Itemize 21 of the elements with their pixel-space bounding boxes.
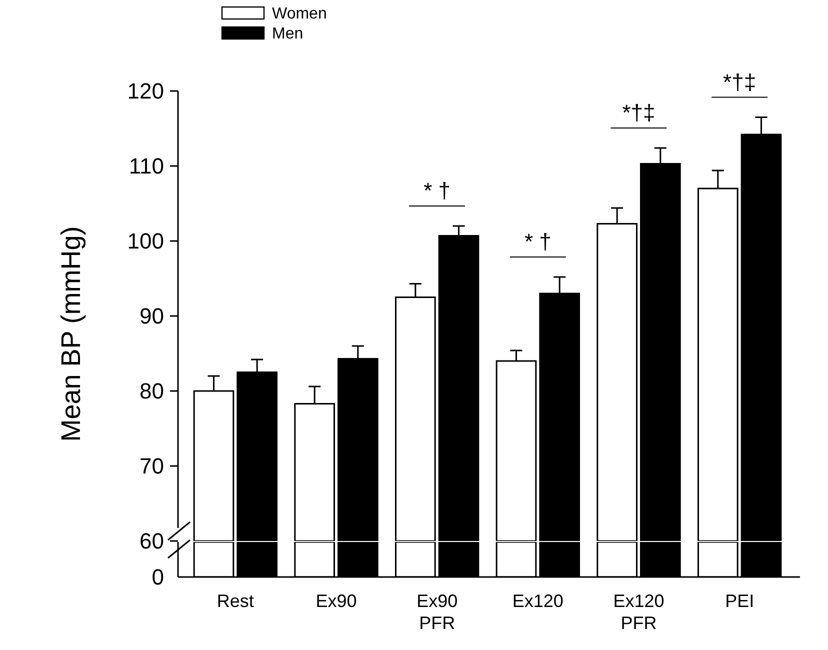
text: 0 bbox=[152, 564, 164, 590]
x-tick-label: Ex120 bbox=[512, 591, 564, 611]
x-tick-label: Ex90 bbox=[316, 591, 357, 611]
y-tick-label: 80 bbox=[140, 378, 164, 404]
x-tick-label: PEI bbox=[725, 591, 754, 611]
x-tick-label: Ex120 PFR bbox=[613, 591, 664, 633]
y-tick-label: 110 bbox=[128, 154, 164, 179]
x-tick-label: Ex90 PFR bbox=[416, 591, 458, 633]
x-tick-label: Rest bbox=[216, 591, 254, 611]
y-tick-label: 70 bbox=[140, 454, 164, 479]
annotation: *†‡ bbox=[723, 69, 756, 94]
annotation: * † bbox=[424, 178, 451, 203]
annotation: *†‡ bbox=[622, 100, 656, 125]
legend-label: Men bbox=[272, 26, 304, 43]
y-tick-label: 90 bbox=[140, 304, 164, 329]
y-axis-title: Mean BP (mmHg) bbox=[56, 226, 86, 442]
legend-label: Women bbox=[272, 6, 327, 23]
y-tick-label: 120 bbox=[127, 78, 164, 104]
y-tick-label: 60 bbox=[140, 528, 164, 554]
y-tick-label: 100 bbox=[127, 228, 164, 254]
annotation: * † bbox=[524, 229, 552, 254]
